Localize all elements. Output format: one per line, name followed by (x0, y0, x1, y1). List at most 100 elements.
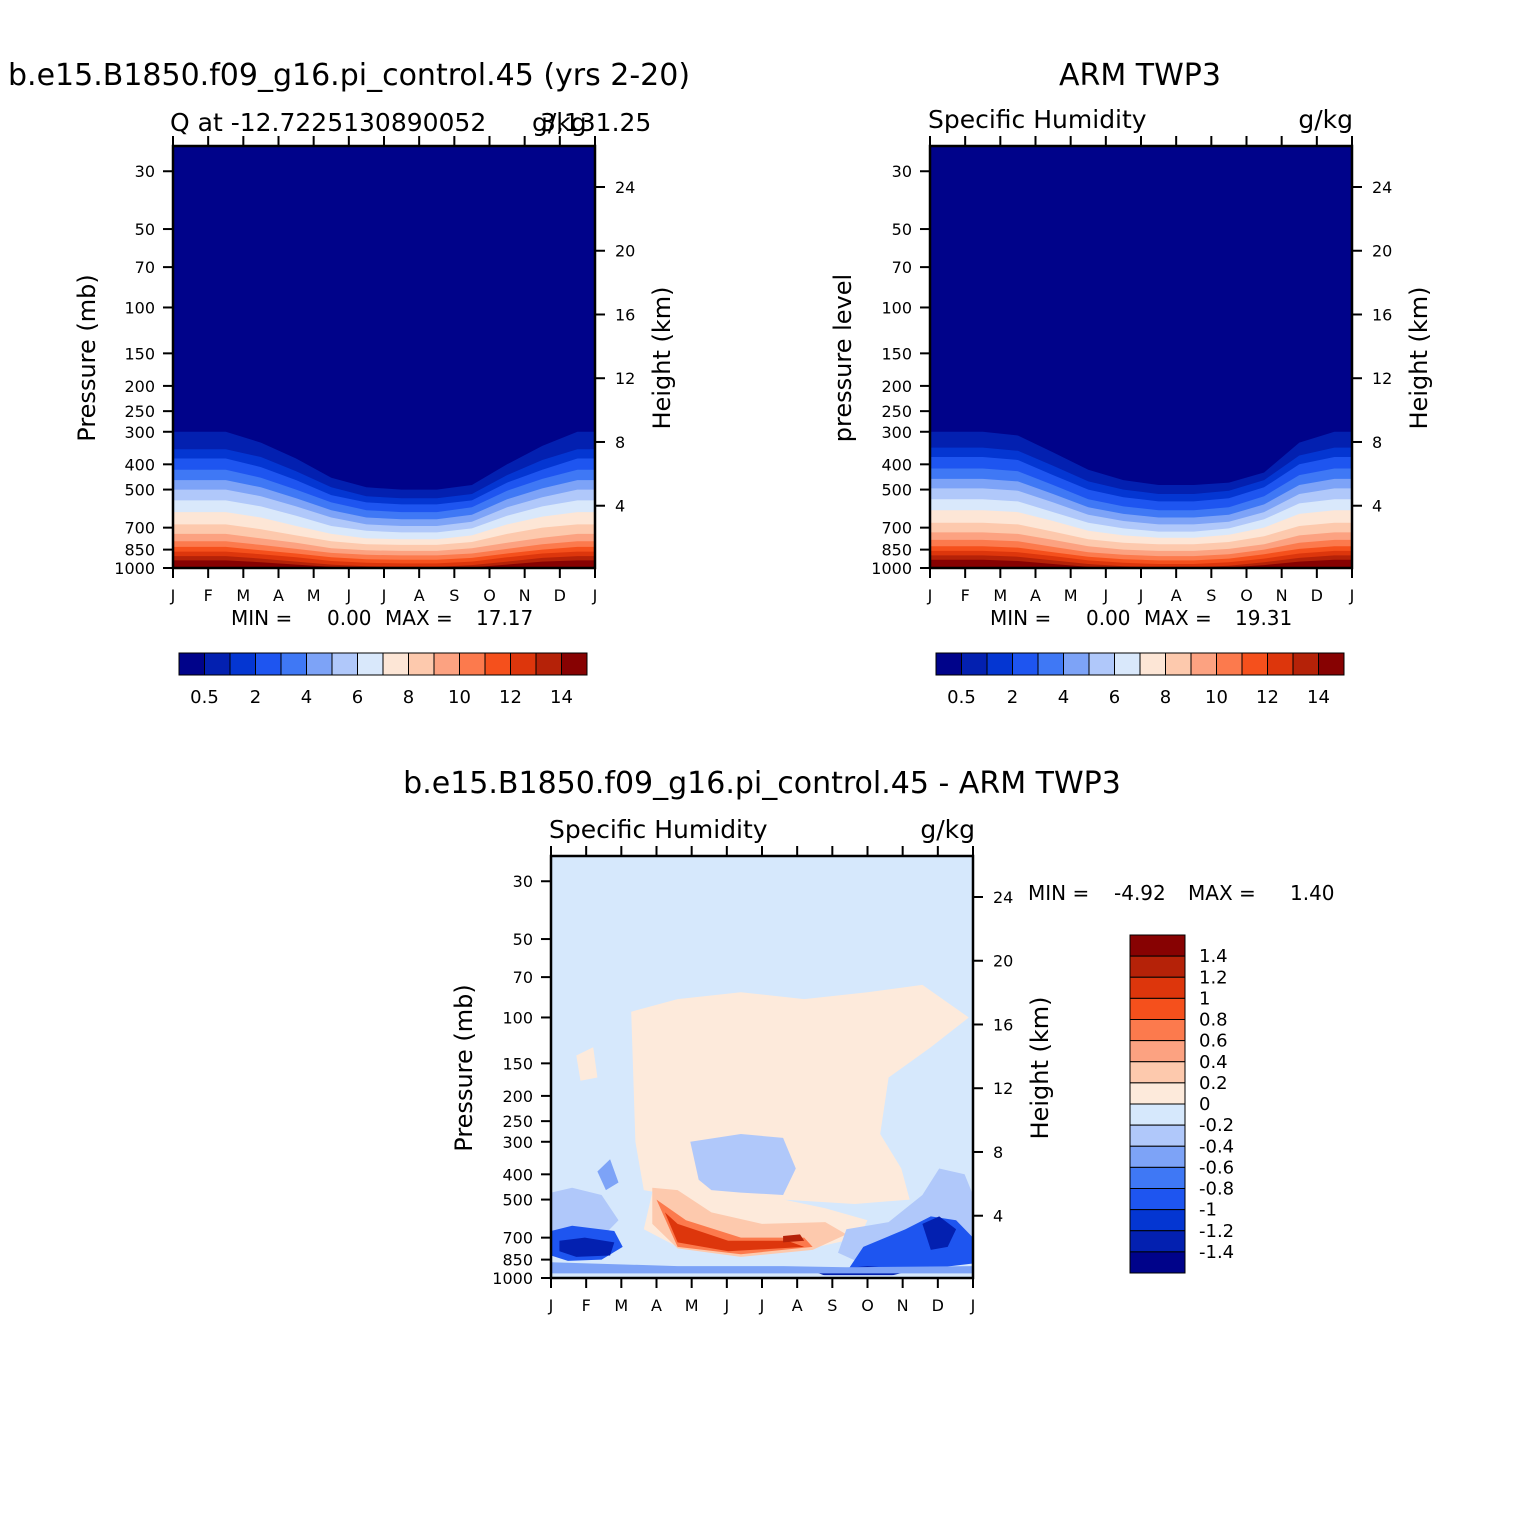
obs-subtitle: Specific Humidity (928, 105, 1147, 134)
pressure-tick-label: 100 (881, 298, 912, 317)
month-tick-label: M (614, 1296, 628, 1315)
month-tick-label: J (592, 586, 598, 605)
pressure-tick-label: 700 (502, 1229, 533, 1248)
month-tick-label: A (792, 1296, 803, 1315)
obs-colorbar: 0.5 2 4 6 8 10 12 14 (935, 652, 1345, 708)
colorbar-box (1165, 652, 1192, 676)
month-tick-label: O (861, 1296, 874, 1315)
colorbar-box (1129, 1230, 1186, 1253)
diff-min-value: -4.92 (1114, 881, 1166, 905)
colorbar-label: 0.8 (1199, 1010, 1228, 1031)
height-tick-label: 8 (993, 1143, 1003, 1162)
diff-units: g/kg (920, 815, 975, 844)
colorbar-box (229, 652, 256, 676)
month-tick-label: J (1138, 586, 1144, 605)
colorbar-box (1129, 1082, 1186, 1105)
pressure-tick-label: 50 (135, 220, 155, 239)
colorbar-box (1292, 652, 1319, 676)
month-tick-label: F (582, 1296, 591, 1315)
colorbar-label: 6 (352, 687, 363, 708)
pressure-tick-label: 100 (124, 298, 155, 317)
colorbar-box (1139, 652, 1166, 676)
month-tick-label: O (483, 586, 496, 605)
colorbar-label: 0.5 (190, 687, 219, 708)
height-tick-label: 12 (1372, 369, 1392, 388)
month-tick-label: D (932, 1296, 944, 1315)
height-tick-label: 20 (993, 952, 1013, 971)
pressure-tick-label: 1000 (492, 1269, 533, 1288)
pressure-tick-label: 150 (881, 344, 912, 363)
colorbar-box (1063, 652, 1090, 676)
month-tick-label: J (1349, 586, 1355, 605)
height-tick-label: 16 (993, 1015, 1013, 1034)
pressure-tick-label: 850 (124, 541, 155, 560)
colorbar-label: 4 (1058, 687, 1069, 708)
colorbar-label: 0.5 (947, 687, 976, 708)
pressure-tick-label: 200 (502, 1087, 533, 1106)
month-tick-label: S (1206, 586, 1216, 605)
colorbar-label: 0.4 (1199, 1052, 1228, 1073)
month-tick-label: M (685, 1296, 699, 1315)
colorbar-box (535, 652, 562, 676)
month-tick-label: F (204, 586, 213, 605)
model-axes: J F M A M J J A S O N D J 30 50 70 100 150 200 250 300 400 500… (114, 136, 635, 605)
colorbar-box (306, 652, 333, 676)
pressure-tick-label: 250 (124, 402, 155, 421)
month-tick-label: O (1240, 586, 1253, 605)
pressure-tick-label: 30 (892, 162, 912, 181)
contour-region (922, 1216, 957, 1250)
height-tick-label: 12 (993, 1079, 1013, 1098)
colorbar-label: 14 (550, 687, 573, 708)
model-min-label: MIN = (231, 606, 292, 630)
colorbar-box (280, 652, 307, 676)
month-tick-label: S (827, 1296, 837, 1315)
colorbar-label: 10 (448, 687, 471, 708)
obs-axes: J F M A M J J A S O N D J 30 50 70 100 150 200 250 300 400 500… (871, 136, 1392, 605)
diff-min-label: MIN = (1028, 881, 1089, 905)
colorbar-label: 12 (499, 687, 522, 708)
colorbar-box (1129, 997, 1186, 1020)
height-tick-label: 12 (615, 369, 635, 388)
colorbar-box (1267, 652, 1294, 676)
pressure-tick-label: 850 (502, 1251, 533, 1270)
colorbar-label: -0.6 (1199, 1157, 1234, 1178)
obs-panel: ARM TWP3 Specific Humidity g/kg J F M A M J J A… (829, 58, 1433, 708)
colorbar-box (1129, 955, 1186, 978)
pressure-tick-label: 30 (135, 162, 155, 181)
diff-contour-field (551, 856, 973, 1278)
model-panel: b.e15.B1850.f09_g16.pi_control.45 (yrs 2… (8, 58, 690, 708)
month-tick-label: M (1064, 586, 1078, 605)
pressure-tick-label: 150 (124, 344, 155, 363)
colorbar-box (1088, 652, 1115, 676)
colorbar-box (204, 652, 231, 676)
colorbar-label: 8 (403, 687, 414, 708)
colorbar-label: 12 (1256, 687, 1279, 708)
pressure-tick-label: 300 (124, 423, 155, 442)
pressure-tick-label: 250 (881, 402, 912, 421)
colorbar-box (510, 652, 537, 676)
obs-units: g/kg (1298, 105, 1353, 134)
height-tick-label: 24 (615, 178, 635, 197)
month-tick-label: S (449, 586, 459, 605)
pressure-tick-label: 70 (135, 258, 155, 277)
colorbar-label: 6 (1109, 687, 1120, 708)
month-tick-label: A (414, 586, 425, 605)
model-ylabel: Pressure (mb) (73, 274, 101, 441)
colorbar-label: 2 (250, 687, 261, 708)
colorbar-box (1129, 1209, 1186, 1232)
colorbar-box (935, 652, 962, 676)
diff-axes: J F M A M J J A S O N D J 30 50 70 100 150 200 250 300 400 500… (492, 846, 1013, 1315)
contour-region (551, 1275, 973, 1277)
month-tick-label: J (548, 1296, 554, 1315)
pressure-tick-label: 150 (502, 1054, 533, 1073)
height-tick-label: 20 (1372, 242, 1392, 261)
colorbar-label: 0.6 (1199, 1031, 1228, 1052)
colorbar-label: -0.2 (1199, 1115, 1234, 1136)
colorbar-box (382, 652, 409, 676)
obs-contour-field (930, 146, 1352, 568)
pressure-tick-label: 400 (881, 455, 912, 474)
colorbar-box (1190, 652, 1217, 676)
height-tick-label: 8 (615, 433, 625, 452)
colorbar-box (1129, 976, 1186, 999)
